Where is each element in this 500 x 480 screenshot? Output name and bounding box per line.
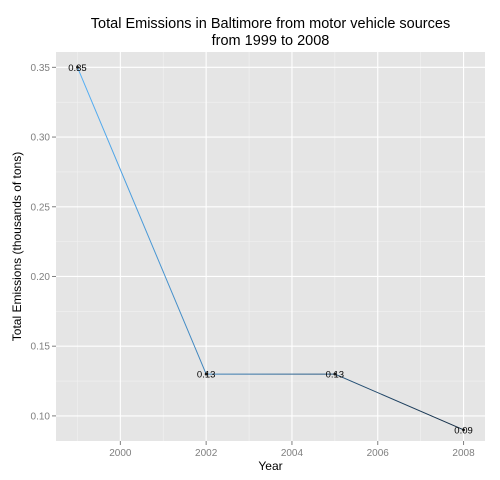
x-axis: 2000 2002 2004 2006 2008	[109, 441, 475, 459]
data-point	[462, 428, 465, 432]
data-point	[333, 372, 337, 376]
y-tick-label: 0.30	[31, 133, 51, 144]
data-label: 0.13	[197, 370, 216, 381]
x-tick-label: 2002	[195, 448, 218, 459]
y-tick-label: 0.25	[31, 202, 51, 213]
data-points	[76, 65, 465, 432]
data-point	[76, 65, 79, 69]
plot-panel	[56, 52, 485, 441]
x-tick-label: 2000	[109, 448, 132, 459]
chart-title-line: from 1999 to 2008	[212, 33, 330, 49]
y-axis-label: Total Emissions (thousands of tons)	[10, 152, 24, 341]
x-axis-label: Year	[258, 459, 282, 473]
data-label: 0.13	[326, 370, 345, 381]
x-tick-label: 2008	[452, 448, 475, 459]
y-tick-label: 0.20	[31, 272, 51, 283]
y-axis: 0.10 0.15 0.20 0.25 0.30 0.35	[31, 63, 56, 422]
data-label: 0.35	[68, 63, 87, 74]
data-label: 0.09	[454, 425, 473, 436]
x-tick-label: 2006	[367, 448, 390, 459]
grid-minor	[56, 52, 485, 441]
chart-title: Total Emissions in Baltimore from motor …	[91, 16, 450, 49]
y-tick-label: 0.35	[31, 63, 51, 74]
series-line	[76, 66, 465, 431]
data-point	[204, 372, 208, 376]
line-segment	[76, 66, 207, 375]
y-tick-label: 0.10	[31, 411, 51, 422]
data-labels: 0.35 0.13 0.13 0.09	[68, 63, 473, 437]
x-tick-label: 2004	[281, 448, 304, 459]
chart-title-line: Total Emissions in Baltimore from motor …	[91, 16, 450, 32]
grid-major	[56, 52, 485, 441]
y-tick-label: 0.15	[31, 342, 51, 353]
line-segment	[334, 373, 465, 431]
